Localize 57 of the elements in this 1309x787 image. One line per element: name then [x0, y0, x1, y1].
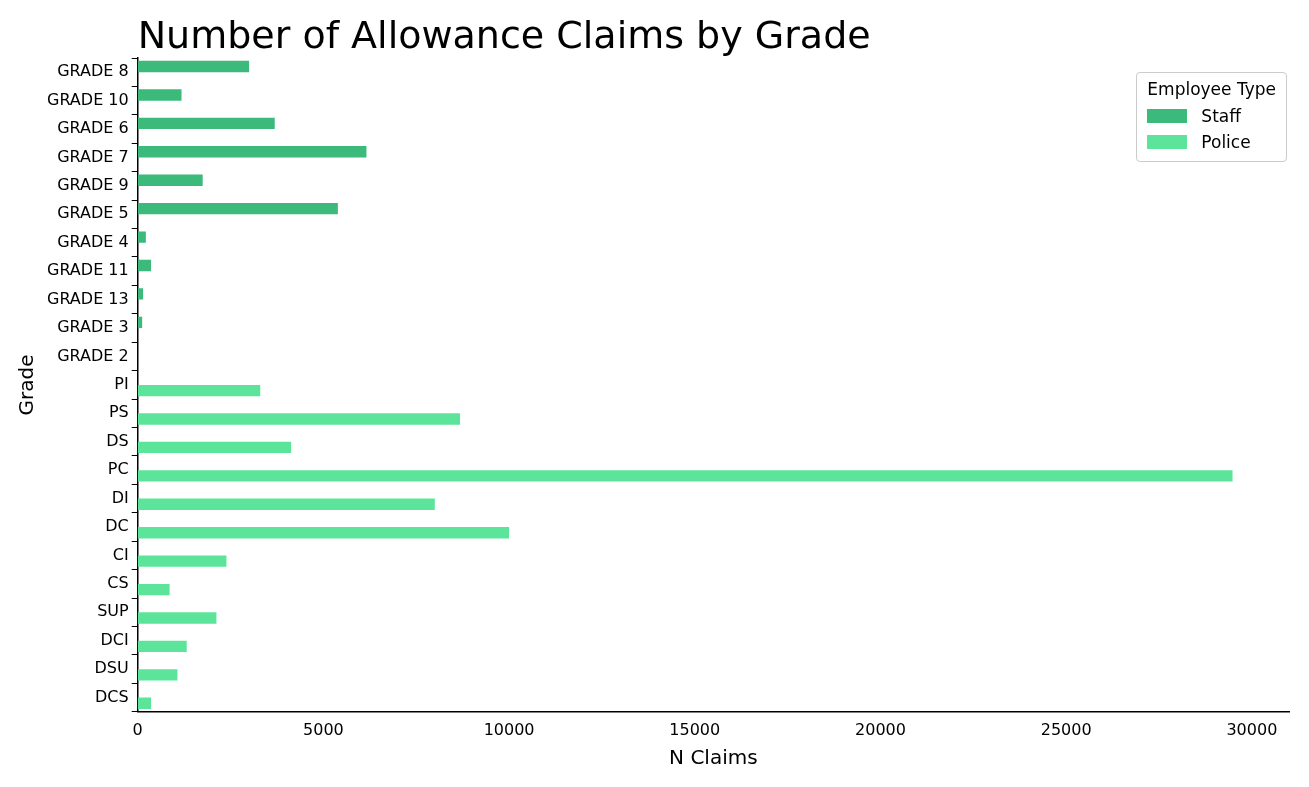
y-tick-label: GRADE 5 — [57, 203, 129, 223]
y-tick-label: PI — [114, 374, 129, 394]
y-tick-label: GRADE 10 — [47, 89, 129, 109]
bar — [137, 231, 146, 243]
x-axis-title: N Claims — [669, 745, 758, 770]
y-tick-label: GRADE 8 — [57, 61, 129, 81]
bar — [137, 640, 187, 653]
bar — [137, 384, 261, 397]
x-tick-label: 5000 — [303, 719, 344, 739]
bar — [137, 288, 144, 300]
y-tick-label: PC — [107, 459, 129, 479]
legend-label: Staff — [1201, 106, 1241, 126]
bar — [137, 146, 367, 158]
y-tick-label: DI — [111, 487, 129, 507]
chart-title: Number of Allowance Claims by Grade — [137, 13, 871, 57]
bar — [137, 89, 182, 101]
bar — [137, 202, 338, 215]
legend-title: Employee Type — [1147, 79, 1276, 99]
x-tick-label: 25000 — [1040, 719, 1092, 739]
bar — [137, 669, 178, 681]
bar — [137, 470, 1233, 482]
bar — [137, 697, 152, 709]
y-axis-title: Grade — [14, 354, 39, 416]
y-tick-label: DSU — [94, 658, 129, 678]
y-tick-label: DCI — [100, 629, 129, 649]
bar — [137, 555, 227, 567]
bar — [137, 413, 461, 425]
x-tick-label: 0 — [132, 719, 143, 739]
y-tick-label: DC — [105, 516, 129, 536]
y-tick-label: CI — [112, 544, 129, 564]
y-tick-label: GRADE 4 — [57, 231, 129, 251]
y-tick-label: GRADE 9 — [57, 175, 129, 195]
bar — [137, 259, 152, 272]
bar — [137, 117, 275, 130]
y-tick-label: GRADE 2 — [57, 345, 129, 365]
y-tick-label: GRADE 7 — [57, 146, 129, 166]
y-tick-label: GRADE 6 — [57, 118, 129, 138]
y-tick-label: GRADE 13 — [47, 288, 129, 308]
y-tick-label: PS — [108, 402, 129, 422]
bar — [137, 527, 510, 539]
y-tick-label: DCS — [95, 686, 129, 706]
x-tick-label: 20000 — [855, 719, 906, 739]
bar — [137, 441, 292, 454]
bar — [137, 498, 435, 510]
bar — [137, 174, 203, 186]
y-tick-label: GRADE 3 — [57, 317, 129, 337]
y-tick-label: SUP — [97, 601, 130, 621]
legend-label: Police — [1201, 132, 1251, 152]
y-tick-label: CS — [107, 573, 129, 593]
y-tick-label: GRADE 11 — [47, 260, 129, 280]
x-tick-label: 15000 — [669, 719, 721, 739]
x-tick-label: 30000 — [1226, 719, 1278, 739]
bar — [137, 583, 170, 596]
y-tick-label: DS — [106, 430, 129, 450]
x-tick-label: 10000 — [483, 719, 535, 739]
bar — [137, 60, 250, 73]
bar — [137, 612, 217, 624]
